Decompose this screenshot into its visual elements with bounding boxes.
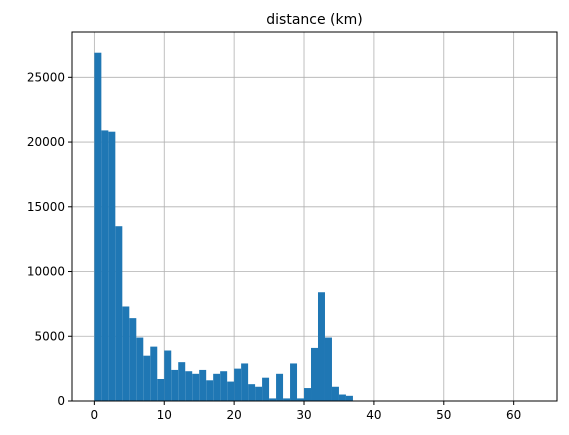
histogram-bar [345, 395, 353, 401]
histogram-bar [276, 373, 284, 401]
y-tick-label: 25000 [27, 70, 65, 84]
histogram-bar [150, 346, 158, 401]
histogram-bar [290, 363, 298, 401]
histogram-bar [157, 378, 165, 401]
y-tick-label: 20000 [27, 135, 65, 149]
histogram-bar [192, 373, 200, 401]
histogram-bar [213, 373, 221, 401]
histogram-bar [164, 350, 172, 401]
x-tick-label: 20 [226, 408, 241, 422]
x-axis-ticks: 0 10 20 30 40 50 60 [91, 401, 521, 422]
y-axis-ticks: 0 5000 10000 15000 20000 25000 [27, 70, 72, 408]
histogram-bar [331, 386, 339, 401]
histogram-bar [136, 337, 144, 401]
x-tick-label: 40 [366, 408, 381, 422]
histogram-bar [171, 369, 179, 401]
histogram-bar [324, 337, 332, 401]
histogram-bar [227, 381, 235, 401]
histogram-bar [115, 226, 123, 401]
histogram-bar [185, 371, 193, 401]
histogram-bar [255, 386, 263, 401]
histogram-bar [220, 371, 228, 401]
histogram-bar [269, 398, 277, 401]
chart-title: distance (km) [266, 12, 362, 28]
histogram-bar [101, 130, 109, 401]
histogram-bar [297, 398, 305, 401]
histogram-bar [338, 394, 346, 401]
axes-frame [71, 31, 558, 402]
histogram-bar [143, 355, 151, 401]
histogram-bar [129, 318, 137, 401]
histogram-bar [108, 131, 116, 401]
histogram-bar [94, 52, 102, 401]
histogram-bar [178, 362, 186, 401]
x-tick-label: 50 [436, 408, 451, 422]
histogram-bar [317, 292, 325, 401]
histogram-bar [283, 398, 291, 401]
histogram-bar [199, 369, 207, 401]
x-tick-label: 0 [91, 408, 99, 422]
x-tick-label: 60 [506, 408, 521, 422]
histogram-bar [304, 388, 312, 401]
y-tick-label: 0 [57, 394, 65, 408]
histogram-bar [262, 377, 270, 401]
y-tick-label: 5000 [34, 329, 65, 343]
bars [94, 52, 353, 401]
histogram-bar [311, 347, 318, 401]
grid [72, 32, 557, 402]
y-tick-label: 15000 [27, 200, 65, 214]
histogram-bar [206, 380, 214, 401]
histogram-bar [248, 384, 256, 401]
x-tick-label: 10 [157, 408, 172, 422]
histogram-bar [234, 368, 242, 401]
x-tick-label: 30 [296, 408, 311, 422]
histogram-bar [241, 363, 249, 401]
y-tick-label: 10000 [27, 265, 65, 279]
histogram-bar [122, 306, 130, 401]
